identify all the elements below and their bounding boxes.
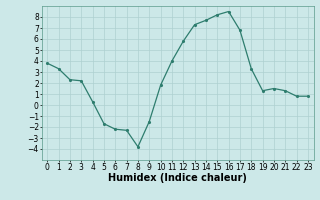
X-axis label: Humidex (Indice chaleur): Humidex (Indice chaleur) (108, 173, 247, 183)
